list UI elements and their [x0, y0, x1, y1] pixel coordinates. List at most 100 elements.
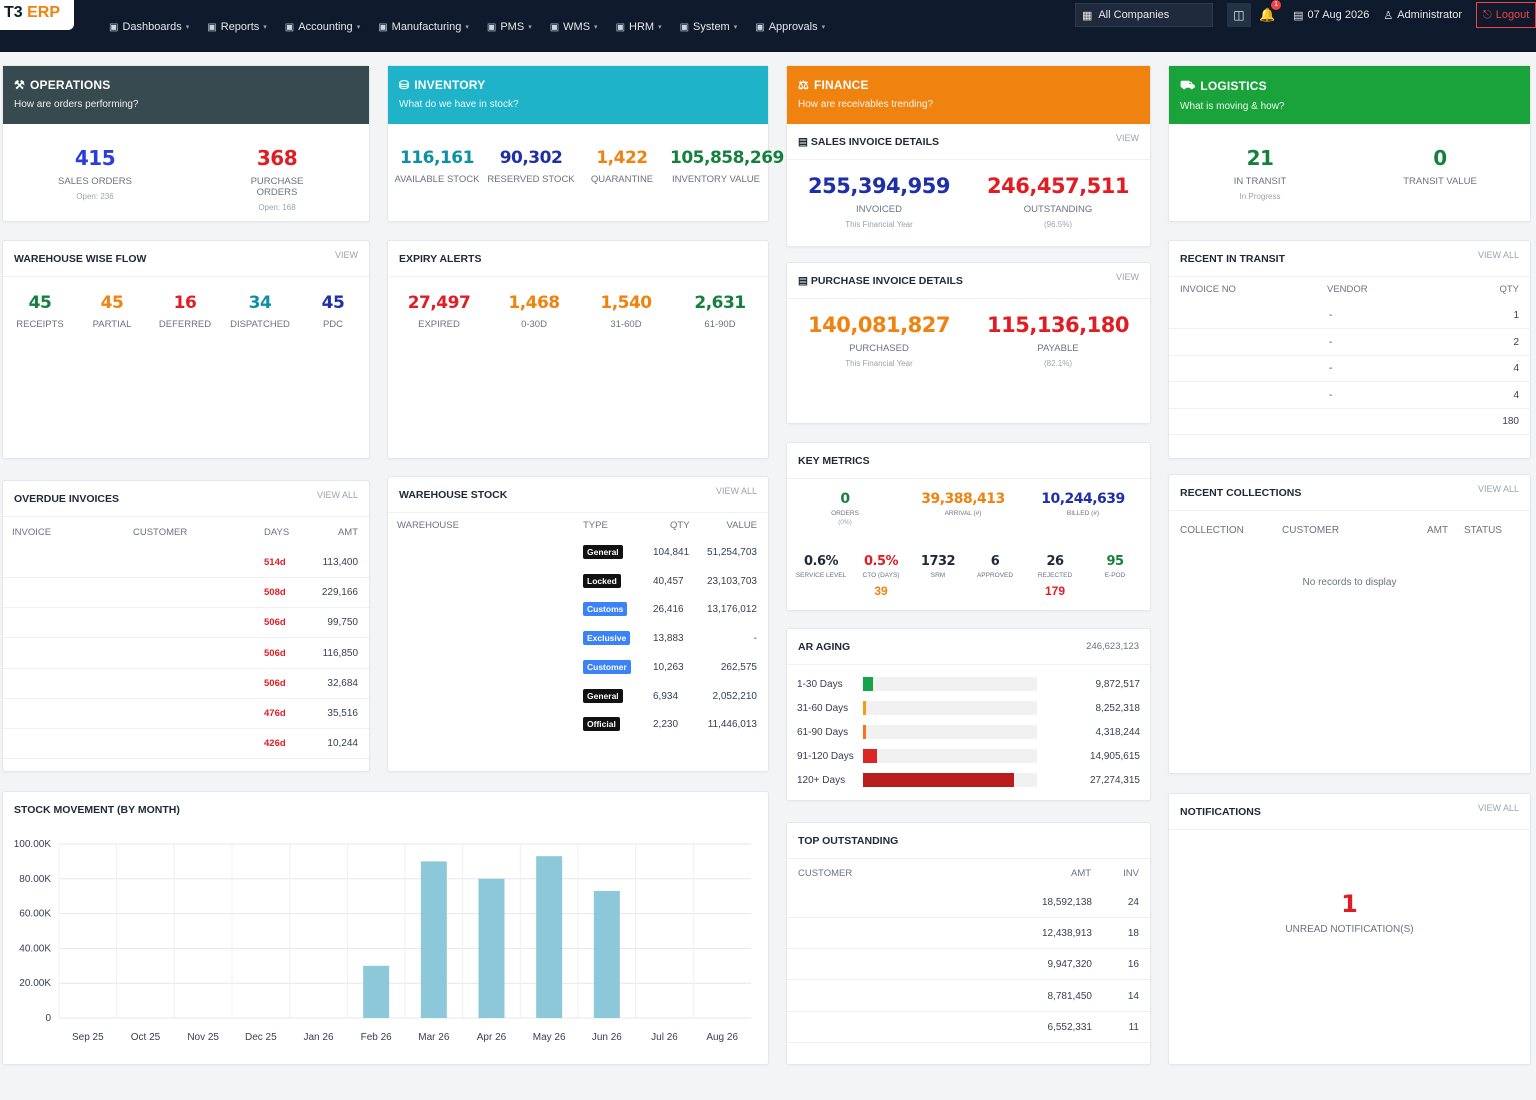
- nav-item-manufacturing[interactable]: ▣ Manufacturing ▾: [369, 21, 478, 33]
- flow-stat-dispatched[interactable]: 34 DISPATCHED: [230, 293, 290, 330]
- key-metric-bottom-5[interactable]: 95 E-POD: [1105, 554, 1126, 579]
- transit-value-stat[interactable]: 0 TRANSIT VALUE: [1403, 146, 1477, 187]
- col-amt[interactable]: AMT: [1071, 868, 1092, 879]
- notifications-view-all-link[interactable]: VIEW ALL: [1477, 802, 1519, 813]
- col-customer[interactable]: CUSTOMER: [133, 527, 188, 538]
- chart-bar[interactable]: [536, 856, 563, 1018]
- col-type[interactable]: TYPE: [583, 520, 608, 531]
- table-row[interactable]: Locked 40,457 23,103,703: [388, 568, 768, 596]
- table-row[interactable]: 8,781,450 14: [787, 981, 1150, 1012]
- purchase-orders-stat[interactable]: 368 PURCHASE ORDERS Open: 168: [231, 146, 323, 212]
- expiry-stat-3[interactable]: 2,631 61-90D: [694, 293, 746, 330]
- col-status[interactable]: STATUS: [1464, 525, 1502, 536]
- col-qty[interactable]: QTY: [1499, 284, 1519, 295]
- notifications-button[interactable]: 🔔 1: [1259, 0, 1282, 23]
- col-invoice[interactable]: INVOICE: [12, 527, 52, 538]
- nav-item-reports[interactable]: ▣ Reports ▾: [198, 21, 276, 33]
- quarantine-stat[interactable]: 1,422 QUARANTINE: [591, 148, 653, 185]
- col-value[interactable]: VALUE: [726, 520, 757, 531]
- table-row[interactable]: -2: [1169, 330, 1530, 356]
- table-row[interactable]: General 6,934 2,052,210: [388, 683, 768, 711]
- col-days[interactable]: DAYS: [264, 527, 290, 538]
- chart-bar[interactable]: [420, 861, 447, 1018]
- aging-row[interactable]: 61-90 Days 4,318,244: [797, 723, 1140, 745]
- table-row[interactable]: Customs 26,416 13,176,012: [388, 596, 768, 624]
- flow-stat-pdc[interactable]: 45 PDC: [322, 293, 345, 330]
- aging-row[interactable]: 91-120 Days 14,905,615: [797, 747, 1140, 769]
- col-qty[interactable]: QTY: [670, 520, 690, 531]
- table-row[interactable]: 426d 10,244: [3, 729, 369, 760]
- nav-item-hrm[interactable]: ▣ HRM ▾: [607, 21, 671, 33]
- table-row[interactable]: -1: [1169, 303, 1530, 329]
- aging-row[interactable]: 120+ Days 27,274,315: [797, 771, 1140, 793]
- table-row[interactable]: 506d 32,684: [3, 669, 369, 699]
- chart-bar[interactable]: [593, 890, 620, 1018]
- table-row[interactable]: Official 2,230 11,446,013: [388, 711, 768, 739]
- key-metric-bottom-1[interactable]: 0.5% CTO (DAYS) 39: [863, 554, 900, 598]
- col-inv[interactable]: INV: [1123, 868, 1139, 879]
- overdue-view-all-link[interactable]: VIEW ALL: [316, 489, 358, 500]
- nav-item-system[interactable]: ▣ System ▾: [671, 21, 747, 33]
- payable-stat[interactable]: 115,136,180 PAYABLE (82.1%): [987, 313, 1129, 368]
- company-selector[interactable]: ▦ All Companies: [1074, 3, 1213, 27]
- unread-notifications[interactable]: 1 UNREAD NOTIFICATION(S): [1169, 890, 1530, 935]
- available-stock-stat[interactable]: 116,161 AVAILABLE STOCK: [394, 148, 479, 185]
- flow-stat-receipts[interactable]: 45 RECEIPTS: [16, 293, 64, 330]
- aging-row[interactable]: 1-30 Days 9,872,517: [797, 675, 1140, 697]
- in-transit-stat[interactable]: 21 IN TRANSIT In Progress: [1234, 146, 1287, 201]
- col-collection[interactable]: COLLECTION: [1180, 525, 1244, 536]
- inventory-value-stat[interactable]: 105,858,269 INVENTORY VALUE: [670, 148, 784, 185]
- key-metric-bottom-0[interactable]: 0.6% SERVICE LEVEL: [796, 554, 846, 579]
- table-row[interactable]: 476d 35,516: [3, 699, 369, 729]
- table-row[interactable]: General 104,841 51,254,703: [388, 539, 768, 567]
- key-metric-top-1[interactable]: 39,388,413 ARRIVAL (#): [921, 491, 1005, 517]
- table-row[interactable]: Exclusive 13,883 -: [388, 625, 768, 653]
- sales-invoice-view-link[interactable]: VIEW: [1115, 132, 1139, 143]
- expiry-stat-2[interactable]: 1,540 31-60D: [600, 293, 652, 330]
- key-metric-bottom-4[interactable]: 26 REJECTED 179: [1038, 554, 1072, 598]
- date-display[interactable]: ▤ 07 Aug 2026: [1293, 9, 1369, 22]
- table-row[interactable]: -4: [1169, 383, 1530, 409]
- purchased-stat[interactable]: 140,081,827 PURCHASED This Financial Yea…: [808, 313, 950, 368]
- table-row[interactable]: 18,592,138 24: [787, 887, 1150, 918]
- table-row[interactable]: 508d 229,166: [3, 578, 369, 609]
- table-row[interactable]: 506d 99,750: [3, 608, 369, 639]
- nav-item-approvals[interactable]: ▣ Approvals ▾: [746, 21, 834, 33]
- table-row[interactable]: 12,438,913 18: [787, 918, 1150, 950]
- table-row[interactable]: 6,552,331 11: [787, 1012, 1150, 1043]
- table-row[interactable]: 9,947,320 16: [787, 949, 1150, 981]
- recent-collections-view-all-link[interactable]: VIEW ALL: [1477, 483, 1519, 494]
- key-metric-top-0[interactable]: 0 ORDERS (0%): [831, 491, 859, 526]
- recent-transit-view-link[interactable]: VIEW ALL: [1477, 249, 1519, 260]
- key-metric-bottom-3[interactable]: 6 APPROVED: [977, 554, 1013, 579]
- col-amt[interactable]: AMT: [1427, 525, 1449, 536]
- invoiced-stat[interactable]: 255,394,959 INVOICED This Financial Year: [808, 174, 950, 229]
- col-customer[interactable]: CUSTOMER: [798, 868, 853, 879]
- col-warehouse[interactable]: WAREHOUSE: [397, 520, 459, 531]
- key-metric-bottom-2[interactable]: 1732 SRM: [921, 554, 956, 579]
- outstanding-stat[interactable]: 246,457,511 OUTSTANDING (96.5%): [987, 174, 1129, 229]
- warehouse-flow-view-link[interactable]: VIEW: [334, 249, 358, 260]
- chart-bar[interactable]: [363, 965, 390, 1018]
- col-amt[interactable]: AMT: [337, 527, 358, 538]
- col-customer[interactable]: CUSTOMER: [1282, 525, 1340, 536]
- table-row[interactable]: 514d 113,400: [3, 548, 369, 578]
- aging-row[interactable]: 31-60 Days 8,252,318: [797, 699, 1140, 721]
- chart-bar[interactable]: [478, 878, 505, 1018]
- flow-stat-partial[interactable]: 45 PARTIAL: [93, 293, 132, 330]
- expiry-stat-1[interactable]: 1,468 0-30D: [508, 293, 560, 330]
- expiry-stat-0[interactable]: 27,497 EXPIRED: [408, 293, 471, 330]
- col-vendor[interactable]: VENDOR: [1327, 284, 1368, 295]
- purchase-invoice-view-link[interactable]: VIEW: [1115, 271, 1139, 282]
- warehouse-stock-view-all-link[interactable]: VIEW ALL: [715, 485, 757, 496]
- table-row[interactable]: Customer 10,263 262,575: [388, 654, 768, 682]
- nav-item-pms[interactable]: ▣ PMS ▾: [478, 21, 541, 33]
- logout-button[interactable]: ⎋ Logout: [1476, 2, 1536, 28]
- app-logo[interactable]: T3 ERP: [0, 0, 74, 30]
- table-row[interactable]: -4: [1169, 356, 1530, 382]
- col-invoice-no[interactable]: INVOICE NO: [1180, 284, 1236, 295]
- flow-stat-deferred[interactable]: 16 DEFERRED: [159, 293, 211, 330]
- key-metric-top-2[interactable]: 10,244,639 BILLED (#): [1041, 491, 1125, 517]
- sidebar-toggle-button[interactable]: ◫: [1226, 3, 1251, 27]
- nav-item-accounting[interactable]: ▣ Accounting ▾: [276, 21, 369, 33]
